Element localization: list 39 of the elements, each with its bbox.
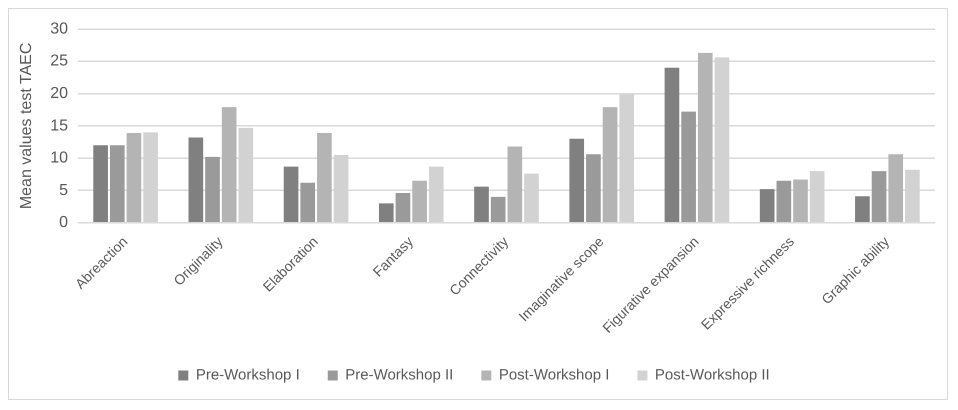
bar [586, 154, 601, 222]
bar [474, 186, 489, 222]
bar [110, 145, 125, 222]
y-tick-label: 30 [50, 20, 68, 38]
legend-label: Post-Workshop II [654, 366, 770, 384]
bar [412, 180, 427, 222]
bar [793, 179, 808, 222]
bar [396, 193, 410, 222]
y-tick-label: 20 [50, 84, 68, 102]
y-tick-label: 5 [59, 182, 68, 199]
bar [205, 156, 220, 222]
bar [378, 203, 394, 222]
bar [300, 182, 316, 222]
bar [664, 68, 680, 222]
legend-label: Pre-Workshop I [196, 366, 300, 384]
bar [222, 107, 236, 222]
bar [490, 196, 506, 222]
bar [760, 189, 775, 222]
bar [698, 52, 713, 222]
legend-label: Pre-Workshop II [345, 366, 454, 384]
bar [872, 171, 886, 222]
bar [888, 154, 904, 222]
bar [855, 196, 870, 222]
y-tick-label: 0 [59, 214, 68, 232]
legend-label: Post-Workshop I [498, 366, 610, 384]
y-tick-label: 10 [50, 150, 68, 167]
y-axis-title: Mean values test TAEC [18, 42, 36, 210]
bar [188, 138, 204, 222]
bar [776, 180, 792, 222]
y-tick-label: 15 [50, 117, 68, 134]
bar [317, 132, 332, 222]
bar [602, 107, 618, 222]
bar [126, 132, 142, 222]
bar [569, 138, 584, 222]
bar [284, 166, 298, 222]
y-tick-label: 25 [50, 52, 68, 70]
bar [508, 146, 522, 222]
bar [681, 112, 696, 222]
bar [93, 145, 108, 222]
